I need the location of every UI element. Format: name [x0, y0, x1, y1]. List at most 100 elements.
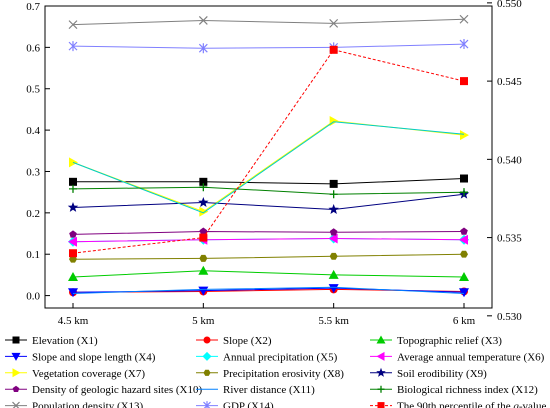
- legend-label: Annual precipitation (X5): [223, 351, 338, 363]
- data-point: [328, 284, 339, 294]
- legend-item: Biological richness index (X12): [370, 384, 538, 396]
- series-layer: [67, 14, 470, 298]
- legend-swatch-marker: [12, 368, 21, 378]
- data-point: [68, 236, 77, 247]
- data-point: [459, 288, 469, 298]
- legend-item: Soil erodibility (X9): [370, 367, 487, 380]
- legend-label: Population density (X13): [32, 401, 144, 408]
- right-tick-label: 0.550: [497, 0, 522, 10]
- series-10: [69, 227, 468, 238]
- data-point: [69, 184, 77, 193]
- data-point: [459, 271, 469, 281]
- x-tick-label: 6 km: [453, 315, 476, 327]
- right-tick-label: 0.540: [497, 154, 522, 166]
- legend-label: Vegetation coverage (X7): [32, 368, 145, 380]
- legend-swatch-marker: [203, 336, 211, 344]
- series-7: [69, 250, 468, 263]
- legend-item: Population density (X13): [5, 401, 144, 408]
- left-tick-label: 0.5: [26, 84, 40, 96]
- legend-swatch-marker: [377, 385, 385, 393]
- data-point: [328, 269, 339, 279]
- left-tick-label: 0.0: [26, 291, 40, 303]
- left-tick-label: 0.7: [26, 1, 40, 13]
- data-point: [68, 41, 78, 52]
- legend-item: River distance (X11): [196, 384, 315, 396]
- data-point: [460, 77, 468, 86]
- legend-item: Slope (X2): [196, 335, 272, 347]
- data-point: [199, 233, 208, 242]
- series-line: [73, 178, 465, 185]
- legend-swatch-marker: [202, 351, 212, 361]
- legend-label: The 90th percentile of the q-value: [397, 401, 546, 408]
- legend-swatch-marker: [11, 352, 21, 361]
- x-tick-label: 5 km: [192, 315, 215, 327]
- series-line: [72, 186, 465, 195]
- left-tick-label: 0.6: [26, 42, 40, 54]
- data-point: [68, 271, 78, 281]
- legend-item: Vegetation coverage (X7): [5, 368, 145, 380]
- x-tick-label: 4.5 km: [58, 315, 89, 327]
- series-line: [72, 270, 465, 278]
- series-11: [72, 286, 465, 294]
- left-tick-label: 0.1: [26, 249, 40, 261]
- legend-swatch-marker: [203, 401, 211, 408]
- right-tick-label: 0.545: [497, 76, 522, 88]
- data-point: [460, 227, 468, 235]
- legend-swatch-marker: [12, 385, 20, 393]
- data-point: [329, 228, 338, 236]
- data-point: [329, 18, 339, 28]
- series-2: [68, 265, 469, 281]
- legend-item: The 90th percentile of the q-value: [370, 401, 546, 408]
- data-point: [68, 288, 78, 298]
- data-point: [329, 45, 338, 54]
- legend: Elevation (X1) Slope (X2) Topographic reli…: [5, 335, 546, 408]
- right-axis: 0.530 0.535 0.540 0.545 0.550: [487, 0, 522, 323]
- data-point: [198, 197, 209, 207]
- data-point: [459, 234, 468, 245]
- data-point: [199, 227, 208, 235]
- legend-swatch-marker: [12, 401, 20, 408]
- series-line: [72, 49, 465, 254]
- data-point: [199, 254, 208, 262]
- legend-label: Slope (X2): [223, 335, 272, 347]
- legend-swatch-marker: [203, 369, 211, 376]
- data-point: [459, 39, 469, 50]
- data-point: [328, 204, 339, 214]
- legend-label: Soil erodibility (X9): [397, 368, 487, 380]
- data-point: [460, 250, 468, 258]
- data-point: [460, 130, 469, 141]
- left-tick-label: 0.2: [26, 208, 40, 220]
- legend-swatch-marker: [12, 336, 20, 344]
- series-line: [72, 18, 465, 26]
- data-point: [69, 249, 77, 258]
- series-line: [72, 237, 465, 243]
- legend-swatch-marker: [376, 351, 385, 361]
- data-point: [69, 255, 77, 263]
- data-point: [459, 14, 469, 24]
- legend-label: Elevation (X1): [32, 335, 98, 347]
- data-point: [198, 43, 208, 54]
- left-tick-label: 0.3: [26, 166, 40, 178]
- right-tick-label: 0.530: [497, 311, 522, 323]
- data-point: [198, 16, 208, 25]
- legend-item: Topographic relief (X3): [370, 335, 502, 347]
- series-line: [72, 43, 465, 49]
- legend-label: Density of geologic hazard sites (X10): [32, 384, 202, 396]
- data-point: [329, 190, 338, 199]
- data-point: [199, 183, 208, 192]
- series-line: [72, 230, 465, 235]
- data-point: [68, 20, 78, 30]
- legend-item: Average annual temperature (X6): [370, 351, 545, 363]
- legend-swatch-marker: [377, 402, 385, 408]
- left-axis: 0.0 0.1 0.2 0.3 0.4 0.5 0.6 0.7: [26, 1, 50, 303]
- data-point: [460, 174, 468, 183]
- data-point: [460, 188, 468, 197]
- legend-swatch-marker: [376, 367, 386, 377]
- data-point: [199, 177, 208, 186]
- series-0: [69, 174, 468, 188]
- data-point: [67, 201, 79, 212]
- legend-label: Precipitation erosivity (X8): [223, 368, 344, 380]
- series-15: [69, 45, 468, 258]
- right-tick-label: 0.535: [497, 233, 522, 245]
